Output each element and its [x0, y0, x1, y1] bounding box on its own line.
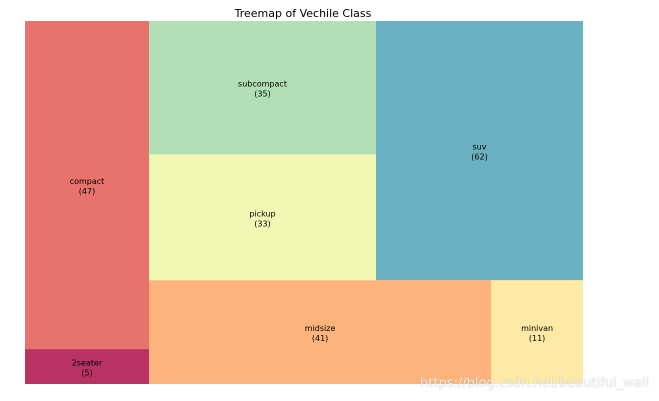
tile-label-minivan: minivan	[521, 324, 553, 333]
tile-compact	[25, 21, 149, 350]
tile-label-2seater: 2seater	[72, 359, 103, 368]
chart-title: Treemap of Vechile Class	[234, 7, 372, 20]
tile-value-minivan: (11)	[529, 334, 545, 343]
tile-minivan	[491, 280, 583, 384]
tile-subcompact	[149, 21, 377, 155]
watermark: https://blog.csdn.net/beautiful_wall	[420, 376, 649, 391]
tile-label-midsize: midsize	[305, 324, 336, 333]
tile-2seater	[25, 349, 149, 384]
tile-value-2seater: (5)	[81, 369, 92, 378]
tile-label-compact: compact	[70, 177, 105, 186]
tile-midsize	[149, 280, 492, 384]
tile-value-subcompact: (35)	[254, 90, 270, 99]
treemap-tiles: compact(47) 2seater(5) subcompact(35) picku…	[25, 21, 583, 384]
tile-value-pickup: (33)	[254, 219, 270, 228]
tile-label-pickup: pickup	[249, 209, 275, 218]
tile-pickup	[149, 154, 377, 281]
tile-value-suv: (62)	[471, 153, 487, 162]
tile-value-compact: (47)	[79, 187, 95, 196]
tile-suv	[376, 21, 583, 281]
tile-value-midsize: (41)	[312, 334, 328, 343]
tile-label-subcompact: subcompact	[238, 80, 287, 89]
tile-label-suv: suv	[473, 143, 487, 152]
